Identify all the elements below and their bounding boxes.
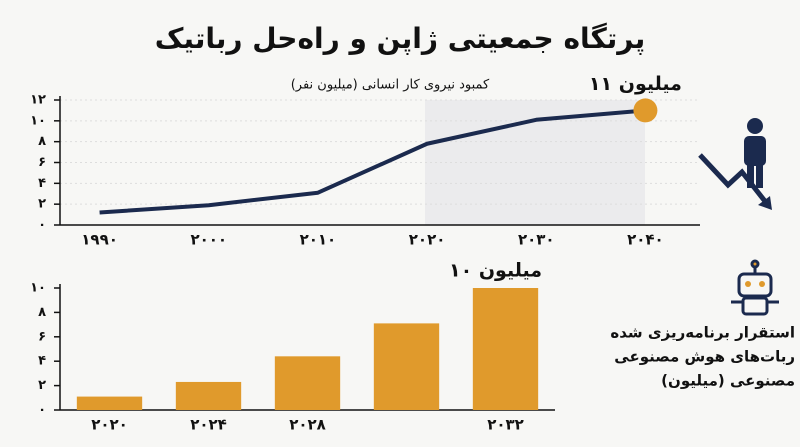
arrow-head [758,196,772,210]
y-tick-label: ۴ [38,354,46,369]
x-tick-label: ۲۰۲۰ [409,231,446,249]
y-tick-label: ۱۰ [30,113,46,128]
x-tick-label: ۲۰۲۴ [190,416,227,434]
bar [76,396,143,410]
line-subtitle: کمبود نیروی کار انسانی (میلیون نفر) [291,78,490,93]
y-tick-label: ۲ [38,197,46,212]
x-tick-label: ۲۰۲۸ [289,416,326,434]
robot-icon [731,259,779,316]
y-tick-label: ۰ [38,218,46,233]
bar [472,288,539,410]
y-tick-label: ۶ [38,155,46,170]
x-tick-label: ۲۰۲۰ [91,416,128,434]
bar [373,323,440,410]
legend-text: ربات‌های هوش مصنوعی [614,348,795,366]
y-tick-label: ۰ [38,403,46,418]
y-tick-label: ۱۲ [30,93,46,108]
y-tick-label: ۶ [38,329,46,344]
robot-eye [759,281,765,287]
y-tick-label: ۸ [38,305,46,320]
line [99,108,646,215]
y-tick-label: ۲ [38,378,46,393]
bar [175,381,242,410]
y-tick-label: ۸ [38,134,46,149]
y-tick-label: ۱۰ [30,281,46,296]
x-tick-label: ۲۰۳۰ [518,231,555,249]
x-tick-label: ۲۰۴۰ [627,231,664,249]
robot-eye [745,281,751,287]
decline-arrow [698,153,770,207]
legend-text: استقرار برنامه‌ریزی شده [610,324,795,342]
annotation: ۱۱ میلیون [589,73,682,95]
x-tick-label: ۲۰۳۲ [487,416,524,434]
page-title: پرتگاه جمعیتی ژاپن و راه‌حل رباتیک [155,22,645,55]
legend-text: مصنوعی (میلیون) [661,372,795,390]
x-tick-label: ۱۹۹۰ [81,231,118,249]
x-tick-label: ۲۰۱۰ [300,231,337,249]
bar [274,356,341,410]
end-marker [633,98,658,123]
y-tick-label: ۴ [38,176,46,191]
x-tick-label: ۲۰۰۰ [190,231,227,249]
annotation: ۱۰ میلیون [449,260,542,282]
person-icon [744,118,766,188]
